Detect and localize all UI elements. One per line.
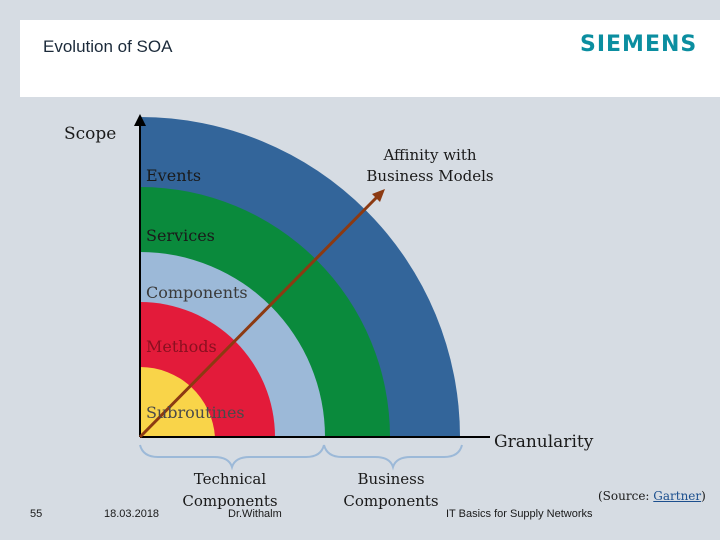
- source-citation: (Source: Gartner): [598, 489, 706, 503]
- slide-title: Evolution of SOA: [43, 37, 173, 56]
- business-components-bracket: [323, 444, 463, 471]
- affinity-label-line1: Affinity with: [383, 146, 477, 164]
- business-components-line2: Components: [343, 492, 439, 510]
- y-axis-label: Scope: [64, 124, 117, 144]
- y-axis-arrowhead: [134, 114, 146, 126]
- components-label: Components: [146, 283, 248, 302]
- affinity-arrow: [138, 194, 380, 439]
- source-link[interactable]: Gartner: [653, 489, 702, 503]
- subroutines-label: Subroutines: [146, 403, 245, 422]
- technical-components-label: Technical Components: [165, 468, 295, 512]
- source-prefix: (Source:: [598, 489, 654, 503]
- footer-author: Dr.Withalm: [228, 508, 282, 520]
- technical-components-line1: Technical: [193, 470, 267, 488]
- affinity-label-line2: Business Models: [366, 167, 494, 185]
- methods-label: Methods: [146, 337, 217, 356]
- siemens-logo: SIEMENS: [580, 32, 698, 57]
- affinity-arrowhead: [372, 189, 385, 202]
- affinity-label: Affinity with Business Models: [350, 145, 510, 187]
- business-components-label: Business Components: [326, 468, 456, 512]
- technical-components-bracket: [139, 444, 325, 471]
- services-label: Services: [146, 226, 215, 245]
- header-bar: Evolution of SOA SIEMENS: [20, 20, 720, 97]
- footer-course: IT Basics for Supply Networks: [446, 508, 593, 520]
- source-suffix: ): [701, 489, 706, 503]
- x-axis-label: Granularity: [494, 432, 594, 452]
- page-number: 55: [30, 508, 43, 520]
- business-components-line1: Business: [357, 470, 425, 488]
- events-label: Events: [146, 166, 202, 185]
- footer-date: 18.03.2018: [104, 508, 160, 520]
- technical-components-line2: Components: [182, 492, 278, 510]
